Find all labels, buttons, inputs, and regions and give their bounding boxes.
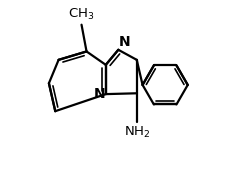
Text: NH$_2$: NH$_2$	[124, 125, 150, 140]
Text: CH$_3$: CH$_3$	[68, 7, 95, 22]
Text: N: N	[93, 87, 105, 101]
Text: N: N	[119, 35, 131, 49]
